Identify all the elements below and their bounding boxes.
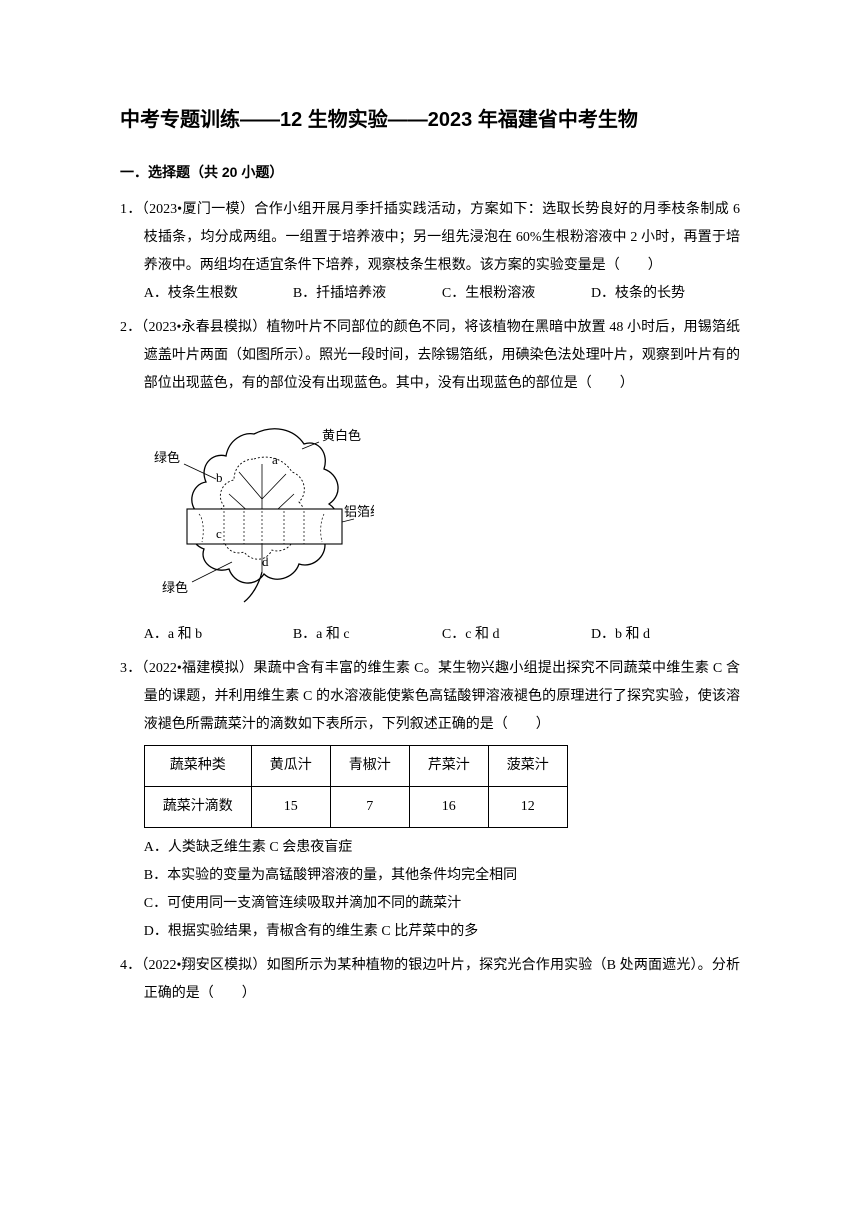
question-1-options: A．枝条生根数 B．扦插培养液 C．生根粉溶液 D．枝条的长势 [120,280,740,308]
leaf-diagram: a b c d 绿色 黄白色 铝箔纸 绿色 [144,404,740,615]
table-cell: 青椒汁 [330,746,409,787]
pointer-foil [342,519,354,522]
leaf-svg: a b c d 绿色 黄白色 铝箔纸 绿色 [144,404,374,604]
pointer-green2 [192,562,232,582]
label-foil: 铝箔纸 [344,504,374,519]
option-c: C．生根粉溶液 [442,280,591,308]
question-2: 2．（2023•永春县模拟）植物叶片不同部位的颜色不同，将该植物在黑暗中放置 4… [120,314,740,649]
question-4: 4．（2022•翔安区模拟）如图所示为某种植物的银边叶片，探究光合作用实验（B … [120,952,740,1008]
label-green2: 绿色 [162,580,188,595]
question-number: 4． [120,958,141,973]
question-2-options: A．a 和 b B．a 和 c C．c 和 d D．b 和 d [120,621,740,649]
table-cell: 黄瓜汁 [251,746,330,787]
section-heading: 一．选择题（共 20 小题） [120,158,740,186]
foil-strip [187,509,342,544]
page: 中考专题训练——12 生物实验——2023 年福建省中考生物 一．选择题（共 2… [0,0,860,1054]
table-cell: 12 [488,787,567,828]
option-c: C．c 和 d [442,621,591,649]
question-number: 2． [120,320,141,335]
question-source: （2023•厦门一模） [142,202,255,217]
question-3-options: A．人类缺乏维生素 C 会患夜盲症 B．本实验的变量为高锰酸钾溶液的量，其他条件… [120,834,740,946]
option-b: B．本实验的变量为高锰酸钾溶液的量，其他条件均完全相同 [144,862,740,890]
option-b: B．扦插培养液 [293,280,442,308]
table-cell: 15 [251,787,330,828]
option-d: D．根据实验结果，青椒含有的维生素 C 比芹菜中的多 [144,918,740,946]
option-c: C．可使用同一支滴管连续吸取并滴加不同的蔬菜汁 [144,890,740,918]
leaf-stem [244,572,262,602]
option-a: A．枝条生根数 [144,280,293,308]
table-cell: 蔬菜种类 [144,746,251,787]
question-1-text: 1．（2023•厦门一模）合作小组开展月季扦插实践活动，方案如下：选取长势良好的… [120,196,740,280]
vegetable-table: 蔬菜种类 黄瓜汁 青椒汁 芹菜汁 菠菜汁 蔬菜汁滴数 15 7 16 12 [144,745,568,828]
question-4-text: 4．（2022•翔安区模拟）如图所示为某种植物的银边叶片，探究光合作用实验（B … [120,952,740,1008]
option-b: B．a 和 c [293,621,442,649]
table-cell: 16 [409,787,488,828]
question-source: （2022•翔安区模拟） [141,958,266,973]
pointer-green1 [184,464,216,479]
question-3: 3．（2022•福建模拟）果蔬中含有丰富的维生素 C。某生物兴趣小组提出探究不同… [120,655,740,946]
label-green1: 绿色 [154,450,180,465]
question-source: （2022•福建模拟） [142,661,254,676]
label-d: d [262,554,269,569]
question-number: 1． [120,202,142,217]
option-a: A．人类缺乏维生素 C 会患夜盲症 [144,834,740,862]
table-cell: 蔬菜汁滴数 [144,787,251,828]
question-3-text: 3．（2022•福建模拟）果蔬中含有丰富的维生素 C。某生物兴趣小组提出探究不同… [120,655,740,739]
question-1: 1．（2023•厦门一模）合作小组开展月季扦插实践活动，方案如下：选取长势良好的… [120,196,740,308]
label-b: b [216,470,223,485]
question-number: 3． [120,661,142,676]
table-cell: 芹菜汁 [409,746,488,787]
label-a: a [272,452,278,467]
option-a: A．a 和 b [144,621,293,649]
option-d: D．枝条的长势 [591,280,740,308]
question-source: （2023•永春县模拟） [141,320,266,335]
label-c: c [216,526,222,541]
table-row: 蔬菜汁滴数 15 7 16 12 [144,787,567,828]
table-header-row: 蔬菜种类 黄瓜汁 青椒汁 芹菜汁 菠菜汁 [144,746,567,787]
table-cell: 菠菜汁 [488,746,567,787]
question-2-text: 2．（2023•永春县模拟）植物叶片不同部位的颜色不同，将该植物在黑暗中放置 4… [120,314,740,398]
label-yellowwhite: 黄白色 [322,428,361,443]
table-cell: 7 [330,787,409,828]
option-d: D．b 和 d [591,621,740,649]
page-title: 中考专题训练——12 生物实验——2023 年福建省中考生物 [120,100,740,140]
